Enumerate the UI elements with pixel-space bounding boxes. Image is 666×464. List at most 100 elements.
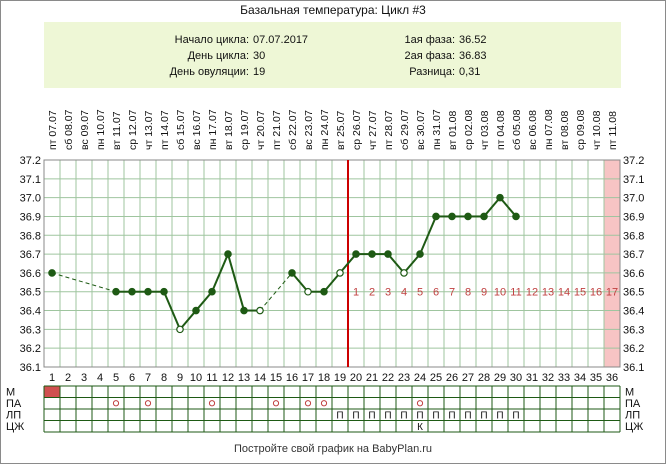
x-day-number: 19 [334,372,346,384]
x-day-number: 26 [446,372,458,384]
temperature-line-segment [483,196,501,218]
x-day-number: 25 [430,372,442,384]
x-date-label: пт 07.07 [47,110,59,150]
x-date-label: сб 15.07 [175,109,187,150]
temperature-line-segment [163,291,181,330]
temperature-point [160,287,168,296]
x-date-label: ср 09.08 [575,110,587,150]
x-day-number: 32 [542,372,554,384]
cycle-start-label: Начало цикла: [174,34,249,46]
luteal-day-label: 2 [369,287,375,299]
cycle-info-panel: Начало цикла: 07.07.2017 День цикла: 30 … [44,22,621,88]
luteal-day-label: 11 [510,287,521,299]
y-tick-label-right: 37.1 [623,174,644,186]
lp-mark: П [496,411,503,422]
x-date-label: сб 05.08 [511,109,523,150]
x-day-number: 22 [382,372,394,384]
x-day-number: 31 [526,372,538,384]
temperature-point [352,250,360,258]
temperature-line-segment [195,291,213,312]
luteal-day-label: 3 [385,287,391,299]
temperature-point [416,250,424,258]
ovulation-day-value: 19 [253,66,266,78]
temperature-point-open [304,287,312,296]
luteal-day-label: 13 [542,287,554,299]
temperature-line-segment [403,253,421,274]
temperature-gap-line [259,272,293,311]
temperature-line-segment [339,253,357,274]
y-tick-label-right: 36.2 [623,343,644,355]
x-date-label: пн 10.07 [95,109,107,150]
pa-mark [272,400,280,407]
x-day-number: 24 [414,372,426,384]
temperature-point-open [176,325,184,334]
temperature-line-segment [323,272,341,293]
y-tick-label-left: 36.6 [20,268,41,280]
row-label-left: М [6,387,15,399]
temperature-line-segment [227,253,245,311]
x-day-number: 5 [113,372,119,384]
cycle-start-value: 07.07.2017 [253,34,309,46]
x-day-number: 7 [145,372,151,384]
temperature-point-open [400,269,408,277]
temperature-point [496,193,504,202]
temperature-point [432,212,440,221]
temperature-point-open [256,306,264,315]
x-date-label: ср 12.07 [127,110,139,150]
x-date-label: пт 11.08 [607,111,619,150]
x-day-number: 33 [558,372,570,384]
x-day-number: 12 [222,372,234,384]
x-day-number: 3 [81,372,87,384]
chart-title: Базальная температура: Цикл #3 [240,3,426,17]
x-day-number: 23 [398,372,410,384]
temperature-line-segment [291,272,309,293]
x-date-label: чт 10.08 [591,110,603,150]
y-tick-label-right: 36.1 [623,362,644,374]
luteal-day-label: 4 [401,287,407,299]
x-date-label: сб 22.07 [287,109,299,150]
footer-text: Постройте свой график на BabyPlan.ru [233,443,433,455]
x-date-label: пн 24.07 [319,109,331,150]
x-date-label: пт 04.08 [495,110,507,150]
temperature-point [480,212,488,221]
x-date-label: чт 13.07 [143,110,155,150]
x-date-label: ср 02.08 [463,110,475,150]
temperature-point [48,269,56,277]
x-date-label: пт 21.07 [271,110,283,150]
x-date-label: вт 25.07 [335,110,347,150]
luteal-day-label: 17 [606,287,618,299]
x-date-label: вс 16.07 [191,110,203,150]
luteal-day-label: 16 [590,287,602,299]
temperature-line-segment [211,253,229,293]
y-tick-label-right: 36.6 [623,268,644,280]
phase1-value: 36.52 [459,34,487,46]
x-date-label: сб 29.07 [399,109,411,150]
temperature-point-open [336,269,344,277]
difference-value: 0,31 [459,66,481,78]
temperature-point [208,287,216,296]
temperature-point [448,212,456,221]
y-tick-label-left: 36.4 [20,306,41,318]
plot-border [43,159,621,368]
temperature-point [128,287,136,296]
temperature-point [368,250,376,258]
cycle-day-label: День цикла: [187,50,249,62]
y-tick-label-right: 37.2 [623,155,644,167]
x-day-number: 28 [478,372,490,384]
x-date-label: вс 09.07 [79,110,91,150]
pa-mark [304,400,312,407]
lp-mark: П [384,411,391,422]
x-date-label: пн 07.08 [543,109,555,150]
y-tick-label-left: 36.7 [20,249,41,261]
difference-label: Разница: [409,66,455,78]
cycle-day-value: 30 [253,50,266,62]
row-label-left: ПА [6,398,22,410]
y-tick-label-right: 36.3 [623,324,644,336]
x-date-label: вт 08.08 [559,110,571,150]
x-date-label: вс 30.07 [415,110,427,150]
x-date-label: вт 11.07 [111,111,123,150]
lp-mark: П [368,411,375,422]
x-day-number: 4 [97,372,103,384]
pa-mark [208,400,216,407]
